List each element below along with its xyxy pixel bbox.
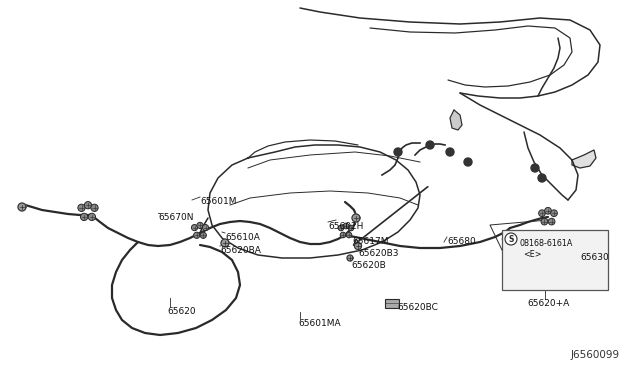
Circle shape <box>200 232 206 238</box>
Circle shape <box>340 232 346 238</box>
Circle shape <box>194 232 200 238</box>
Circle shape <box>338 225 344 231</box>
Text: J6560099: J6560099 <box>571 350 620 360</box>
Circle shape <box>202 225 209 231</box>
Polygon shape <box>352 214 360 222</box>
Bar <box>385 298 399 308</box>
Circle shape <box>343 223 349 229</box>
Circle shape <box>348 225 354 231</box>
Text: 08168-6161A: 08168-6161A <box>519 239 572 248</box>
Circle shape <box>81 213 88 221</box>
Text: 65620+A: 65620+A <box>527 299 569 308</box>
Text: 65630: 65630 <box>580 253 609 262</box>
Circle shape <box>531 164 539 172</box>
Polygon shape <box>347 255 353 261</box>
Circle shape <box>91 204 98 211</box>
Circle shape <box>197 222 203 228</box>
Polygon shape <box>572 150 596 168</box>
Polygon shape <box>355 243 362 250</box>
Circle shape <box>548 218 555 225</box>
Polygon shape <box>221 239 229 247</box>
Text: 65610A: 65610A <box>225 233 260 242</box>
Circle shape <box>505 233 517 245</box>
Circle shape <box>78 204 85 211</box>
Text: 65617M: 65617M <box>352 237 388 246</box>
Text: 65620: 65620 <box>167 307 196 316</box>
Text: 65602H: 65602H <box>328 222 364 231</box>
Circle shape <box>394 148 402 156</box>
Text: 65620B3: 65620B3 <box>358 249 399 258</box>
Circle shape <box>191 225 198 231</box>
Text: S: S <box>508 234 514 244</box>
Text: 65680: 65680 <box>447 237 476 246</box>
Circle shape <box>539 210 545 217</box>
Circle shape <box>446 148 454 156</box>
Text: <E>: <E> <box>523 250 541 259</box>
Polygon shape <box>450 110 462 130</box>
Circle shape <box>464 158 472 166</box>
Circle shape <box>550 210 557 217</box>
Text: 65601MA: 65601MA <box>298 319 340 328</box>
Circle shape <box>426 141 434 149</box>
Circle shape <box>545 208 552 214</box>
Text: 65620BC: 65620BC <box>397 303 438 312</box>
Polygon shape <box>18 203 26 211</box>
Text: 65601M: 65601M <box>200 197 237 206</box>
Circle shape <box>84 202 92 209</box>
Text: 65620BA: 65620BA <box>220 246 261 255</box>
Circle shape <box>346 232 352 238</box>
Text: 65670N: 65670N <box>158 213 193 222</box>
Circle shape <box>538 174 546 182</box>
Circle shape <box>88 213 95 221</box>
Text: 65620B: 65620B <box>351 261 386 270</box>
Circle shape <box>541 218 548 225</box>
Bar <box>502 230 608 290</box>
